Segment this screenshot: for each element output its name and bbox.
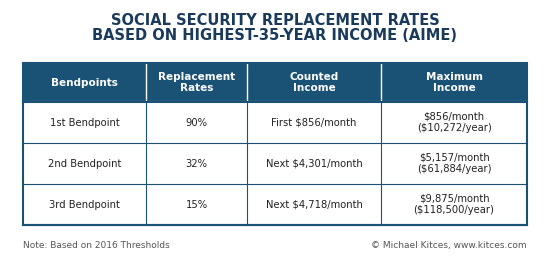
Text: 2nd Bendpoint: 2nd Bendpoint bbox=[48, 159, 122, 168]
Text: 90%: 90% bbox=[186, 118, 208, 128]
Text: © Michael Kitces, www.kitces.com: © Michael Kitces, www.kitces.com bbox=[371, 240, 527, 250]
Text: $9,875/month
($118,500/year): $9,875/month ($118,500/year) bbox=[414, 194, 494, 216]
Text: 32%: 32% bbox=[186, 159, 208, 168]
Text: Next $4,718/month: Next $4,718/month bbox=[266, 200, 362, 210]
Bar bbox=[23, 102, 527, 143]
Text: Maximum
Income: Maximum Income bbox=[426, 72, 482, 93]
Text: 3rd Bendpoint: 3rd Bendpoint bbox=[50, 200, 120, 210]
Bar bbox=[23, 63, 527, 225]
Text: Note: Based on 2016 Thresholds: Note: Based on 2016 Thresholds bbox=[23, 240, 170, 250]
Text: $856/month
($10,272/year): $856/month ($10,272/year) bbox=[417, 112, 491, 133]
Bar bbox=[23, 143, 527, 184]
Bar bbox=[23, 184, 527, 225]
Text: BASED ON HIGHEST-35-YEAR INCOME (AIME): BASED ON HIGHEST-35-YEAR INCOME (AIME) bbox=[92, 28, 458, 43]
Text: Counted
Income: Counted Income bbox=[289, 72, 339, 93]
Text: First $856/month: First $856/month bbox=[272, 118, 357, 128]
Text: Replacement
Rates: Replacement Rates bbox=[158, 72, 235, 93]
Text: 1st Bendpoint: 1st Bendpoint bbox=[50, 118, 120, 128]
Text: SOCIAL SECURITY REPLACEMENT RATES: SOCIAL SECURITY REPLACEMENT RATES bbox=[111, 13, 439, 28]
Text: $5,157/month
($61,884/year): $5,157/month ($61,884/year) bbox=[417, 153, 491, 174]
Text: 15%: 15% bbox=[185, 200, 208, 210]
Bar bbox=[23, 63, 527, 102]
Text: Next $4,301/month: Next $4,301/month bbox=[266, 159, 362, 168]
Text: Bendpoints: Bendpoints bbox=[51, 77, 118, 88]
